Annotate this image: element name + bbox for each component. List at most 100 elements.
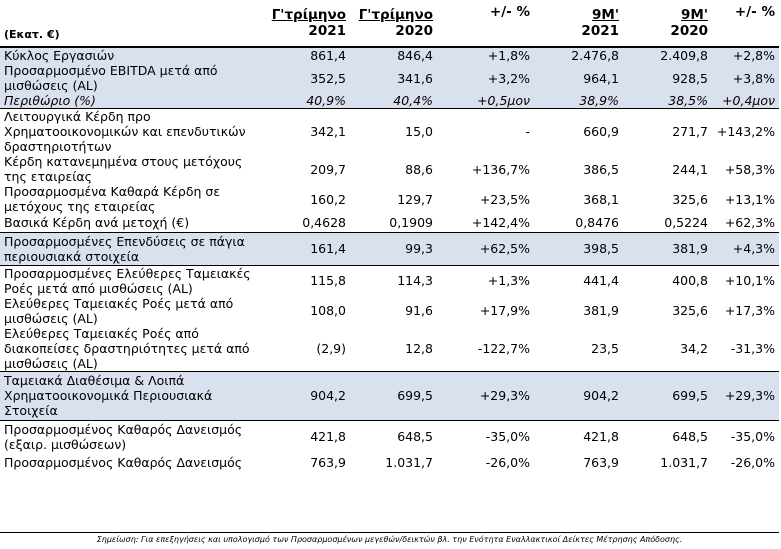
row-label: Προσαρμοσμένο EBITDA μετά από μισθώσεις (… [0,63,258,93]
cell-q-change: +142,4% [471,215,530,231]
cell-q3-2021: 160,2 [310,191,346,207]
cell-9m-change: +10,1% [712,264,779,296]
col-9m-2020-period: 9Μ' [681,7,708,23]
cell-q-change: +0,5μον [437,93,534,109]
col-m-change-header: +/- % [712,0,779,48]
cell-q-change: +17,9% [479,303,530,318]
table-body: Κύκλος Εργασιών 861,4 846,4 +1,8% 2.476,8 2.4… [0,47,779,471]
cell-q3-2021: 115,8 [258,264,350,296]
cell-q3-2021: 209,7 [310,161,346,177]
cell-9m-2020: 244,1 [672,161,708,177]
col-q-change-label: +/- % [489,4,530,20]
cell-q3-2021: 763,9 [310,454,346,470]
cell-q3-2021: 40,9% [258,93,350,109]
cell-9m-2020: 699,5 [623,370,712,420]
cell-q3-2020: 846,4 [350,47,437,63]
cell-9m-2021: 23,5 [591,340,619,356]
cell-9m-change: +13,1% [724,191,775,207]
col-q-change-header: +/- % [437,0,534,48]
cell-9m-change: +4,3% [712,231,779,265]
row-label-line: διακοπείσες δραστηριότητες μετά από [4,340,250,356]
cell-9m-2021: 660,9 [534,108,623,154]
row-label-line: Περιθώριο (%) [4,93,96,108]
cell-q-change: +62,5% [437,231,534,265]
table-row: Προσαρμοσμένες Επενδύσεις σε πάγια περιου… [0,231,779,265]
cell-q3-2020: 0,1909 [389,215,433,231]
cell-9m-2020: 34,2 [680,340,708,356]
cell-q3-2021: 161,4 [258,231,350,265]
cell-q-change: +23,5% [479,191,530,207]
cell-q3-2021: 421,8 [258,419,350,453]
cell-q3-2021: 352,5 [258,63,350,93]
table-row: Ελεύθερες Ταμειακές Ροές από διακοπείσες … [0,326,779,372]
cell-9m-2020: 271,7 [623,108,712,154]
row-label: Ελεύθερες Ταμειακές Ροές από διακοπείσες … [0,326,258,372]
table-header-row: (Εκατ. €) Γ'τρίμηνο 2021 Γ'τρίμηνο 2020 … [0,0,779,48]
cell-9m-2021: 38,9% [534,93,623,109]
col-q3-2021-header: Γ'τρίμηνο 2021 [258,0,350,48]
cell-q-change: -122,7% [477,340,530,356]
row-label: Προσαρμοσμένες Επενδύσεις σε πάγια περιου… [0,231,258,265]
cell-9m-2020: 928,5 [623,63,712,93]
col-q3-2021-year: 2021 [308,23,346,39]
cell-9m-2021: 441,4 [534,264,623,296]
cell-q3-2021: (2,9) [316,340,346,356]
row-label-line: Ελεύθερες Ταμειακές Ροές μετά από [4,295,234,311]
cell-9m-2020: 0,5224 [664,215,708,231]
cell-9m-change: +17,3% [724,303,775,318]
cell-9m-change: +58,3% [724,161,775,177]
col-9m-2020-year: 2020 [670,23,708,39]
cell-q-change: +136,7% [471,161,530,177]
cell-q3-2020: 129,7 [397,191,433,207]
col-q3-2021-period: Γ'τρίμηνο [271,7,346,23]
footnote: Σημείωση: Για επεξηγήσεις και υπολογισμό… [0,532,779,546]
col-q3-2020-year: 2020 [395,23,433,39]
cell-9m-2020: 400,8 [623,264,712,296]
row-label-line: Στοιχεία [4,403,58,418]
cell-9m-2021: 368,1 [583,191,619,207]
cell-9m-change: +29,3% [712,370,779,420]
row-label-line: Ροές μετά από μισθώσεις (AL) [4,280,193,296]
cell-q3-2020: 88,6 [405,161,433,177]
cell-9m-2021: 2.476,8 [534,47,623,63]
row-label: Προσαρμοσμένες Ελεύθερες Ταμειακές Ροές μ… [0,264,258,296]
row-label-line: Κύκλος Εργασιών [4,48,115,63]
row-label: Ελεύθερες Ταμειακές Ροές μετά από μισθώσε… [0,296,258,326]
row-label-line: μισθώσεις (AL) [4,78,98,93]
cell-9m-change: +62,3% [724,215,775,231]
col-q3-2020-header: Γ'τρίμηνο 2020 [350,0,437,48]
financial-results-table: (Εκατ. €) Γ'τρίμηνο 2021 Γ'τρίμηνο 2020 … [0,0,779,471]
col-9m-2021-period: 9Μ' [592,7,619,23]
cell-9m-2021: 381,9 [583,303,619,318]
cell-9m-2021: 763,9 [583,454,619,470]
row-label-line: Χρηματοοικονομικά Περιουσιακά [4,388,213,403]
table-row: Λειτουργικά Κέρδη προ Χρηματοοικονομικών … [0,108,779,154]
cell-9m-2020: 648,5 [623,419,712,453]
table-row: Περιθώριο (%) 40,9% 40,4% +0,5μον 38,9% 38,5%… [0,93,779,109]
cell-q3-2021: 904,2 [258,370,350,420]
cell-9m-2021: 964,1 [534,63,623,93]
row-label: Περιθώριο (%) [0,93,258,109]
cell-9m-2020: 1.031,7 [660,454,708,470]
table-row: Προσαρμοσμένος Καθαρός Δανεισμός 763,9 1.0… [0,453,779,471]
cell-9m-change: -31,3% [730,340,775,356]
cell-q3-2020: 114,3 [350,264,437,296]
cell-q-change: - [437,108,534,154]
table-row: Κύκλος Εργασιών 861,4 846,4 +1,8% 2.476,8 2.4… [0,47,779,63]
col-9m-2021-header: 9Μ' 2021 [534,0,623,48]
cell-9m-2020: 38,5% [623,93,712,109]
row-label: Λειτουργικά Κέρδη προ Χρηματοοικονομικών … [0,108,258,154]
row-label-line: Προσαρμοσμένο EBITDA μετά από [4,63,218,78]
cell-q-change: -26,0% [485,454,530,470]
table-row: Ελεύθερες Ταμειακές Ροές μετά από μισθώσε… [0,296,779,326]
row-label: Προσαρμοσμένος Καθαρός Δανεισμός [0,453,258,471]
row-label-line: Ελεύθερες Ταμειακές Ροές από [4,325,199,341]
cell-q3-2020: 1.031,7 [385,454,433,470]
unit-label: (Εκατ. €) [0,0,258,48]
row-label-line: (εξαιρ. μισθώσεων) [4,436,127,452]
cell-q3-2020: 91,6 [405,303,433,318]
col-9m-2020-header: 9Μ' 2020 [623,0,712,48]
cell-q3-2020: 99,3 [350,231,437,265]
cell-q3-2021: 861,4 [258,47,350,63]
